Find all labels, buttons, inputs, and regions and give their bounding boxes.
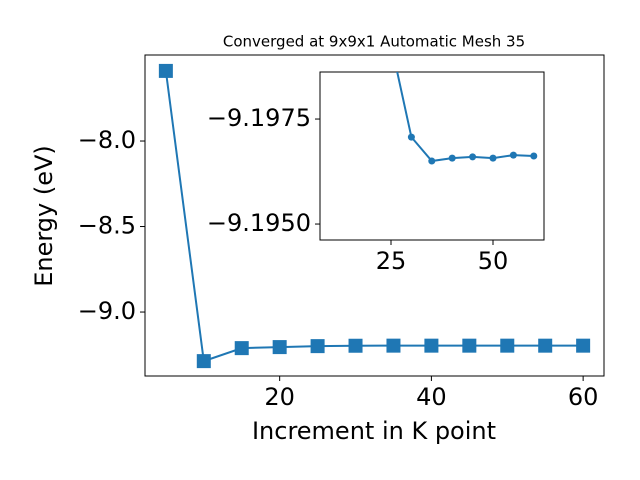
data-point (469, 153, 477, 161)
y-tick-label: −8.0 (78, 126, 136, 154)
data-point (348, 338, 363, 353)
y-tick-label: −9.0 (78, 297, 136, 325)
chart-title: Converged at 9x9x1 Automatic Mesh 35 (223, 33, 525, 51)
data-point (538, 338, 553, 353)
y-tick-label: −9.1950 (207, 209, 311, 237)
x-tick-label: 60 (568, 383, 599, 411)
x-axis-label: Increment in K point (252, 417, 496, 445)
y-tick-label: −9.1975 (207, 104, 311, 132)
x-tick-label: 50 (478, 247, 509, 275)
data-point (500, 338, 515, 353)
y-tick-label: −8.5 (78, 212, 136, 240)
x-tick-label: 40 (416, 383, 447, 411)
data-point (530, 152, 538, 160)
data-point (462, 338, 477, 353)
plot-frame (144, 54, 605, 377)
data-point (576, 338, 591, 353)
data-point (272, 340, 287, 355)
plot-frame (319, 71, 545, 241)
data-point (234, 341, 249, 356)
data-point (196, 354, 211, 369)
y-axis-label: Energy (eV) (30, 145, 58, 287)
data-point (386, 338, 401, 353)
data-point (509, 151, 517, 159)
data-line (396, 72, 534, 163)
data-point (489, 154, 497, 162)
data-point (448, 154, 456, 162)
data-point (310, 339, 325, 354)
data-point (407, 133, 415, 141)
x-tick-label: 25 (376, 247, 407, 275)
data-point (428, 157, 436, 165)
x-tick-label: 20 (264, 383, 295, 411)
data-point (158, 63, 173, 78)
data-point (424, 338, 439, 353)
